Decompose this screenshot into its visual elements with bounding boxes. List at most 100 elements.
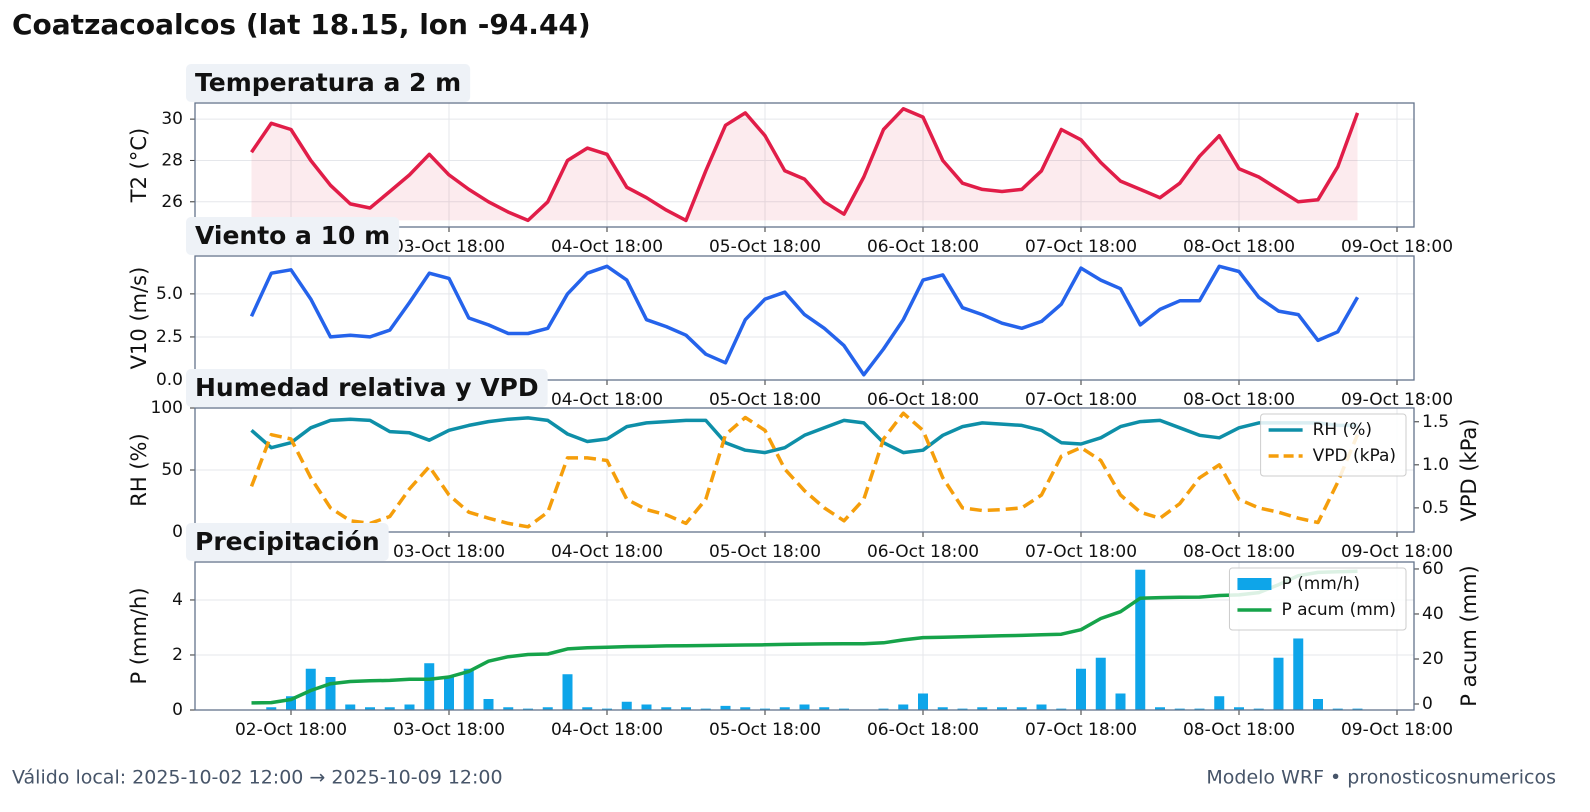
bar: [365, 707, 375, 710]
bar: [760, 708, 770, 710]
bar: [661, 707, 672, 710]
y-axis-label: RH (%): [127, 433, 151, 506]
y-tick-label: 2.5: [156, 327, 183, 347]
x-tick-label: 05-Oct 18:00: [709, 237, 821, 257]
bar: [641, 704, 652, 710]
bar: [1115, 693, 1126, 710]
y2-axis-label: VPD (kPa): [1457, 418, 1481, 521]
bar: [621, 701, 632, 710]
x-tick-label: 08-Oct 18:00: [1183, 390, 1295, 410]
x-tick-label: 06-Oct 18:00: [867, 542, 979, 562]
legend-swatch: [1237, 578, 1272, 590]
bar: [1155, 707, 1165, 710]
bar: [740, 707, 751, 710]
plot-frame: [194, 407, 1415, 533]
y-tick-label: 5.0: [156, 284, 183, 304]
bar: [463, 668, 474, 710]
y-axis-label: P (mm/h): [127, 587, 151, 684]
legend-label: P (mm/h): [1281, 574, 1360, 594]
bar: [1076, 668, 1086, 710]
plot-frame: [194, 255, 1415, 381]
x-tick-label: 04-Oct 18:00: [551, 542, 663, 562]
bar: [1135, 569, 1146, 710]
panel-title-box: [186, 217, 400, 255]
legend-box: [1228, 567, 1407, 631]
bar: [523, 708, 533, 710]
y-tick-label: 0: [172, 522, 183, 542]
x-tick-label: 08-Oct 18:00: [1183, 237, 1295, 257]
panel-title-box: [186, 523, 389, 561]
x-tick-label: 09-Oct 18:00: [1341, 237, 1453, 257]
panel-title: Precipitación: [195, 527, 380, 556]
x-tick-label: 07-Oct 18:00: [1025, 720, 1137, 740]
area-fill: [251, 108, 1358, 221]
bar: [1313, 698, 1323, 710]
bar: [266, 707, 277, 710]
plot-frame: [194, 561, 1415, 711]
panel-title-box: [186, 64, 471, 102]
x-tick-label: 09-Oct 18:00: [1341, 720, 1453, 740]
x-tick-label: 04-Oct 18:00: [551, 237, 663, 257]
y-tick-label: 0.0: [156, 370, 183, 390]
y-tick-label: 0: [172, 700, 183, 720]
bar: [957, 708, 968, 710]
y2-axis-label: P acum (mm): [1457, 565, 1481, 707]
x-tick-label: 05-Oct 18:00: [709, 720, 821, 740]
x-tick-label: 03-Oct 18:00: [393, 237, 505, 257]
bar: [1036, 704, 1047, 710]
x-tick-label: 04-Oct 18:00: [551, 720, 663, 740]
bar: [582, 707, 593, 710]
page-title: Coatzacoalcos (lat 18.15, lon -94.44): [12, 8, 591, 41]
bar: [1253, 708, 1264, 710]
bar: [562, 674, 573, 710]
bar: [1273, 657, 1284, 710]
y2-tick-label: 40: [1422, 604, 1444, 624]
line: [251, 569, 1358, 705]
bar: [1352, 708, 1363, 710]
x-tick-label: 09-Oct 18:00: [1341, 542, 1453, 562]
line: [249, 411, 1360, 529]
bar: [937, 707, 948, 710]
bar: [1332, 708, 1343, 710]
bar: [779, 707, 790, 710]
bar: [1095, 657, 1106, 710]
bar: [483, 698, 494, 710]
panel-title-box: [186, 369, 548, 407]
y-axis-label: T2 (°C): [127, 128, 151, 203]
y-tick-label: 50: [161, 460, 183, 480]
bar: [878, 708, 889, 710]
panel-title: Humedad relativa y VPD: [195, 373, 539, 402]
x-tick-label: 07-Oct 18:00: [1025, 237, 1137, 257]
x-tick-label: 05-Oct 18:00: [709, 542, 821, 562]
line: [249, 264, 1360, 377]
y-tick-label: 26: [161, 192, 183, 212]
bar: [720, 705, 731, 710]
bar: [384, 707, 395, 710]
x-tick-label: 06-Oct 18:00: [867, 720, 979, 740]
bar: [325, 676, 336, 710]
x-tick-label: 04-Oct 18:00: [551, 390, 663, 410]
x-tick-label: 05-Oct 18:00: [709, 390, 821, 410]
bar: [819, 707, 830, 710]
bar: [602, 708, 612, 710]
x-tick-label: 06-Oct 18:00: [867, 390, 979, 410]
x-tick-label: 08-Oct 18:00: [1183, 542, 1295, 562]
bar: [1194, 708, 1205, 710]
x-tick-label: 03-Oct 18:00: [393, 720, 505, 740]
y2-tick-label: 1.5: [1422, 412, 1449, 432]
footer-right: Modelo WRF • pronosticosnumericos: [1206, 767, 1556, 789]
bar: [286, 696, 296, 710]
bar: [977, 707, 988, 710]
y2-tick-label: 20: [1422, 649, 1444, 669]
y2-tick-label: 60: [1422, 559, 1444, 579]
y-tick-label: 100: [151, 398, 183, 418]
y-tick-label: 28: [161, 150, 183, 170]
x-tick-label: 06-Oct 18:00: [867, 237, 979, 257]
y-tick-label: 2: [172, 645, 183, 665]
line: [250, 107, 1360, 223]
bar: [918, 693, 928, 710]
bar: [1214, 696, 1225, 710]
panel-title: Viento a 10 m: [195, 221, 390, 250]
footer-left: Válido local: 2025-10-02 12:00 → 2025-10…: [12, 767, 503, 789]
